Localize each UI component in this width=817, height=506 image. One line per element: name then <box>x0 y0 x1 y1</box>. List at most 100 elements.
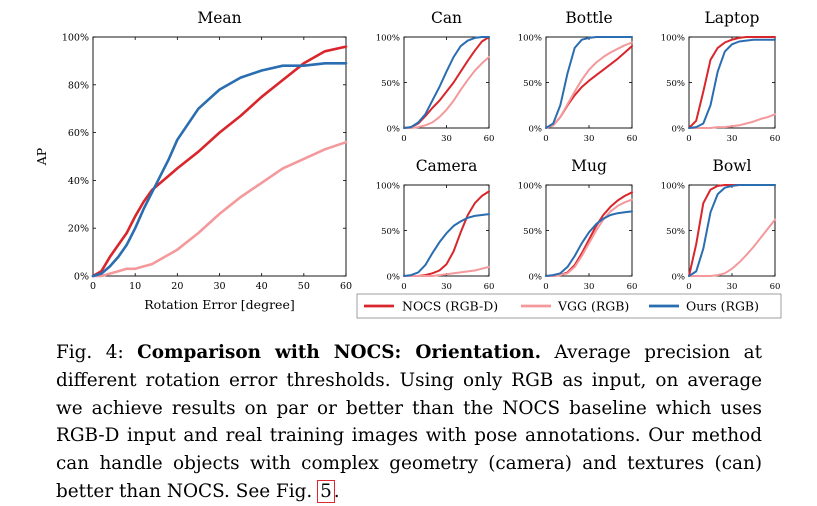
chart-bowl-series-vgg-rgb <box>688 218 776 277</box>
chart-camera: Camera 0% 50% 100% 0 30 60 <box>376 157 495 292</box>
chart-can-ytick-label: 0% <box>387 125 401 135</box>
chart-laptop-series-nocs-rgb-d <box>688 36 776 129</box>
legend-label-vgg-rgb: VGG (RGB) <box>557 299 629 314</box>
chart-mug-series-ours-rgb <box>545 210 633 277</box>
chart-bottle-title: Bottle <box>565 9 612 27</box>
chart-bottle-xtick-label: 30 <box>584 134 595 144</box>
chart-mean-xtick-label: 40 <box>256 281 268 292</box>
legend-box <box>356 293 782 319</box>
chart-mean-ylabel: AP <box>34 148 49 166</box>
caption-label: Fig. 4: <box>56 342 124 363</box>
chart-mean-ytick-label: 100% <box>62 33 89 44</box>
chart-laptop-series-ours-rgb <box>688 38 776 129</box>
chart-mean-series-vgg-rgb <box>91 140 348 278</box>
chart-laptop-ytick-label: 0% <box>672 125 686 135</box>
chart-laptop-ytick-label: 100% <box>661 34 685 44</box>
chart-mean-xtick-label: 10 <box>129 281 141 292</box>
chart-bowl: Bowl 0% 50% 100% 0 30 60 <box>661 157 781 292</box>
chart-mean-ytick-label: 0% <box>74 272 89 283</box>
chart-camera-ytick-label: 0% <box>387 273 401 283</box>
figure-caption: Fig. 4: Comparison with NOCS: Orientatio… <box>56 339 762 506</box>
chart-mean-xlabel: Rotation Error [degree] <box>144 297 294 312</box>
chart-bottle-ytick-label: 50% <box>523 79 542 89</box>
chart-bowl-series-ours-rgb <box>688 184 776 277</box>
chart-bottle-frame <box>545 36 633 129</box>
chart-mug-ytick-label: 0% <box>529 273 543 283</box>
chart-bottle-xtick-label: 60 <box>627 134 638 144</box>
chart-mug-ytick-label: 100% <box>518 182 542 192</box>
chart-mean-series-ours-rgb <box>91 62 348 278</box>
chart-can-title: Can <box>431 9 462 27</box>
chart-bowl-xtick-label: 0 <box>686 282 691 292</box>
chart-camera-ytick-label: 50% <box>381 227 400 237</box>
chart-bottle-ytick-label: 100% <box>518 34 542 44</box>
chart-bowl-ytick-label: 0% <box>672 273 686 283</box>
chart-mean-xtick-label: 50 <box>298 281 310 292</box>
chart-bottle-series-nocs-rgb-d <box>545 45 633 129</box>
chart-mean-xtick-label: 60 <box>340 281 352 292</box>
chart-laptop-xtick-label: 0 <box>686 134 691 144</box>
chart-bowl-title: Bowl <box>713 157 752 175</box>
caption-title: Comparison with NOCS: Orientation. <box>137 342 542 363</box>
chart-bowl-xtick-label: 30 <box>727 282 738 292</box>
chart-can-series-ours-rgb <box>403 36 490 129</box>
chart-can-xtick-label: 30 <box>441 134 452 144</box>
chart-can: Can 0% 50% 100% 0 30 60 <box>376 9 495 144</box>
chart-can-series-nocs-rgb-d <box>403 36 490 129</box>
chart-legend: NOCS (RGB-D) VGG (RGB) Ours (RGB) <box>356 293 782 319</box>
chart-can-ytick-label: 100% <box>376 34 400 44</box>
chart-laptop-title: Laptop <box>705 9 760 27</box>
chart-bottle-series-vgg-rgb <box>545 41 633 129</box>
chart-camera-title: Camera <box>416 157 478 175</box>
chart-mean-xtick-label: 30 <box>213 281 225 292</box>
chart-bottle-series-ours-rgb <box>545 36 633 129</box>
chart-camera-xtick-label: 0 <box>401 282 406 292</box>
chart-can-xtick-label: 0 <box>401 134 406 144</box>
chart-mean-title: Mean <box>197 9 241 27</box>
caption-body: Average precision at different rotation … <box>56 342 762 502</box>
legend-label-ours-rgb: Ours (RGB) <box>686 299 759 314</box>
chart-bottle-xtick-label: 0 <box>543 134 548 144</box>
chart-mug-xtick-label: 30 <box>584 282 595 292</box>
chart-bottle-ytick-label: 0% <box>529 125 543 135</box>
chart-mean-ytick-label: 20% <box>68 224 89 235</box>
chart-bowl-xtick-label: 60 <box>770 282 781 292</box>
figure-ref-link[interactable]: 5 <box>317 479 335 503</box>
chart-mean-ytick-label: 60% <box>68 128 89 139</box>
chart-bottle: Bottle 0% 50% 100% 0 30 60 <box>518 9 638 144</box>
chart-mug-xtick-label: 60 <box>627 282 638 292</box>
chart-mug-xtick-label: 0 <box>543 282 548 292</box>
chart-mug-ytick-label: 50% <box>523 227 542 237</box>
chart-camera-series-vgg-rgb <box>403 265 490 277</box>
chart-laptop: Laptop 0% 50% 100% 0 30 60 <box>661 9 781 144</box>
chart-mug: Mug 0% 50% 100% 0 30 60 <box>518 157 638 292</box>
chart-camera-ytick-label: 100% <box>376 182 400 192</box>
chart-can-ytick-label: 50% <box>381 79 400 89</box>
chart-bowl-series-nocs-rgb-d <box>688 184 776 277</box>
chart-mean: Mean 0% 20% 40% 60% 80% 100% 0 10 20 30 40 50 60 Rotat… <box>34 9 352 312</box>
chart-bowl-ytick-label: 50% <box>666 227 685 237</box>
chart-laptop-ytick-label: 50% <box>666 79 685 89</box>
chart-laptop-series-vgg-rgb <box>688 113 776 129</box>
chart-can-series-vgg-rgb <box>403 56 490 129</box>
chart-mean-series-nocs-rgb-d <box>91 45 348 278</box>
chart-camera-xtick-label: 30 <box>441 282 452 292</box>
chart-laptop-frame <box>688 36 776 129</box>
chart-bowl-ytick-label: 100% <box>661 182 685 192</box>
chart-mug-title: Mug <box>571 157 607 175</box>
chart-laptop-xtick-label: 60 <box>770 134 781 144</box>
chart-laptop-xtick-label: 30 <box>727 134 738 144</box>
chart-camera-xtick-label: 60 <box>484 282 495 292</box>
legend-label-nocs-rgb-d: NOCS (RGB-D) <box>402 299 498 314</box>
chart-bowl-frame <box>688 184 776 277</box>
chart-can-xtick-label: 60 <box>484 134 495 144</box>
caption-end: . <box>333 480 340 502</box>
chart-mean-xtick-label: 20 <box>171 281 183 292</box>
chart-can-frame <box>403 36 490 129</box>
chart-mean-ytick-label: 80% <box>68 80 89 91</box>
chart-mean-xtick-label: 0 <box>90 281 96 292</box>
figure: Mean 0% 20% 40% 60% 80% 100% 0 10 20 30 40 50 60 Rotat… <box>34 9 782 319</box>
chart-mean-ytick-label: 40% <box>68 176 89 187</box>
chart-mug-series-vgg-rgb <box>545 198 633 277</box>
chart-camera-series-ours-rgb <box>403 213 490 277</box>
